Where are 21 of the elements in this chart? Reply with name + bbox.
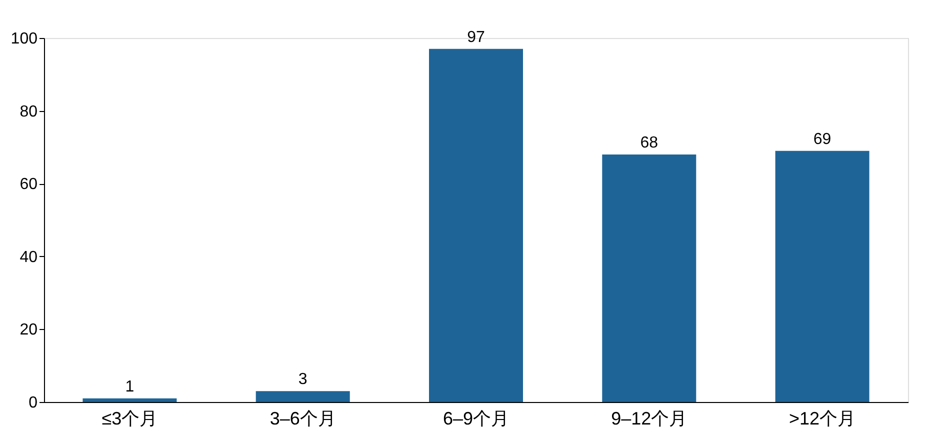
bar (775, 150, 870, 402)
x-tick-label: 6–9个月 (442, 408, 510, 428)
data-label: 97 (467, 28, 485, 46)
bar (256, 391, 350, 402)
x-tick-label: 3–6个月 (270, 408, 336, 428)
data-label: 3 (298, 371, 308, 388)
y-tick-label: 0 (28, 394, 38, 412)
y-tick-label: 40 (20, 248, 38, 266)
x-tick-label: ≤3个月 (102, 408, 158, 428)
y-tick-label: 80 (20, 103, 38, 120)
bar (82, 398, 177, 402)
x-tick-label: >12个月 (789, 408, 856, 428)
data-label: 1 (125, 378, 134, 396)
data-label: 68 (640, 134, 658, 152)
bar (429, 48, 523, 402)
x-tick-label: 9–12个月 (611, 408, 688, 428)
y-tick-label: 60 (20, 176, 38, 194)
y-tick-label: 100 (10, 30, 38, 48)
data-label: 69 (813, 130, 832, 148)
bar (602, 154, 696, 402)
y-tick-label: 20 (20, 322, 38, 339)
